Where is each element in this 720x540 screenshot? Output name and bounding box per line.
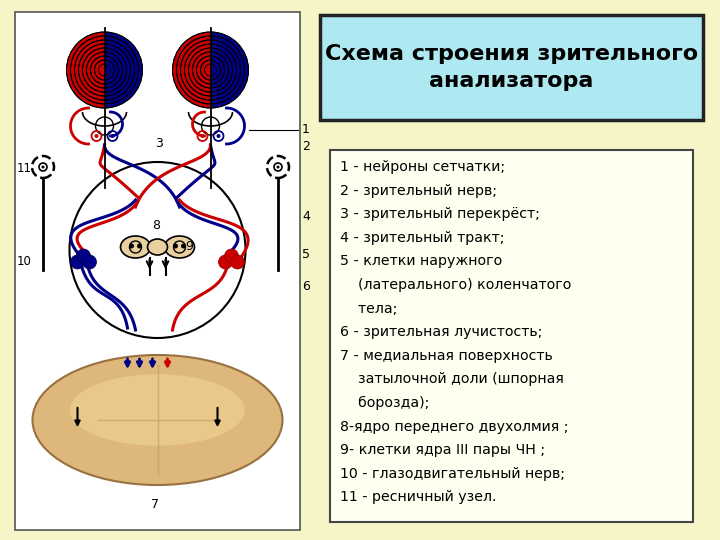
FancyBboxPatch shape <box>320 15 703 120</box>
Ellipse shape <box>148 239 168 255</box>
Circle shape <box>94 134 99 138</box>
Circle shape <box>129 244 134 248</box>
Text: 3 - зрительный перекрёст;: 3 - зрительный перекрёст; <box>340 207 540 221</box>
Text: 11 - ресничный узел.: 11 - ресничный узел. <box>340 490 497 504</box>
Text: 3: 3 <box>156 137 163 150</box>
Text: (латерального) коленчатого: (латерального) коленчатого <box>340 278 572 292</box>
Circle shape <box>276 165 279 168</box>
Circle shape <box>173 244 178 248</box>
Text: 4 - зрительный тракт;: 4 - зрительный тракт; <box>340 231 505 245</box>
Circle shape <box>218 255 233 269</box>
Text: тела;: тела; <box>340 302 397 315</box>
Ellipse shape <box>32 355 282 485</box>
Text: 1: 1 <box>302 123 310 136</box>
Text: 2 - зрительный нерв;: 2 - зрительный нерв; <box>340 184 497 198</box>
Ellipse shape <box>164 236 194 258</box>
Circle shape <box>110 134 114 138</box>
Circle shape <box>39 163 47 171</box>
Wedge shape <box>173 32 210 108</box>
Text: 10: 10 <box>17 255 32 268</box>
Wedge shape <box>66 32 104 108</box>
Circle shape <box>181 244 186 248</box>
Circle shape <box>83 255 96 269</box>
Circle shape <box>42 165 45 168</box>
Text: 6: 6 <box>302 280 310 293</box>
Circle shape <box>225 249 238 263</box>
Text: 10 - глазодвигательный нерв;: 10 - глазодвигательный нерв; <box>340 467 565 481</box>
FancyBboxPatch shape <box>330 150 693 522</box>
Circle shape <box>274 163 282 171</box>
Text: 9: 9 <box>186 240 194 253</box>
Circle shape <box>76 249 91 263</box>
Text: 5: 5 <box>302 248 310 261</box>
Circle shape <box>200 134 204 138</box>
Text: 2: 2 <box>302 140 310 153</box>
Text: 11: 11 <box>17 162 32 175</box>
Wedge shape <box>210 32 248 108</box>
Text: 1 - нейроны сетчатки;: 1 - нейроны сетчатки; <box>340 160 505 174</box>
Text: затылочной доли (шпорная: затылочной доли (шпорная <box>340 373 564 387</box>
Text: 4: 4 <box>302 210 310 223</box>
Text: 8-ядро переднего двухолмия ;: 8-ядро переднего двухолмия ; <box>340 420 569 434</box>
Wedge shape <box>104 32 143 108</box>
Text: борозда);: борозда); <box>340 396 429 410</box>
Text: 7 - медиальная поверхность: 7 - медиальная поверхность <box>340 349 553 363</box>
Text: 6 - зрительная лучистость;: 6 - зрительная лучистость; <box>340 325 542 339</box>
Circle shape <box>71 255 84 269</box>
Text: 7: 7 <box>151 498 160 511</box>
Ellipse shape <box>120 236 150 258</box>
Circle shape <box>137 244 142 248</box>
FancyBboxPatch shape <box>15 12 300 530</box>
Text: 8: 8 <box>153 219 161 232</box>
Text: 5 - клетки наружного: 5 - клетки наружного <box>340 254 503 268</box>
Text: 9- клетки ядра III пары ЧН ;: 9- клетки ядра III пары ЧН ; <box>340 443 545 457</box>
Circle shape <box>230 255 245 269</box>
Circle shape <box>217 134 220 138</box>
Text: Схема строения зрительного
анализатора: Схема строения зрительного анализатора <box>325 44 698 91</box>
Ellipse shape <box>70 374 245 446</box>
